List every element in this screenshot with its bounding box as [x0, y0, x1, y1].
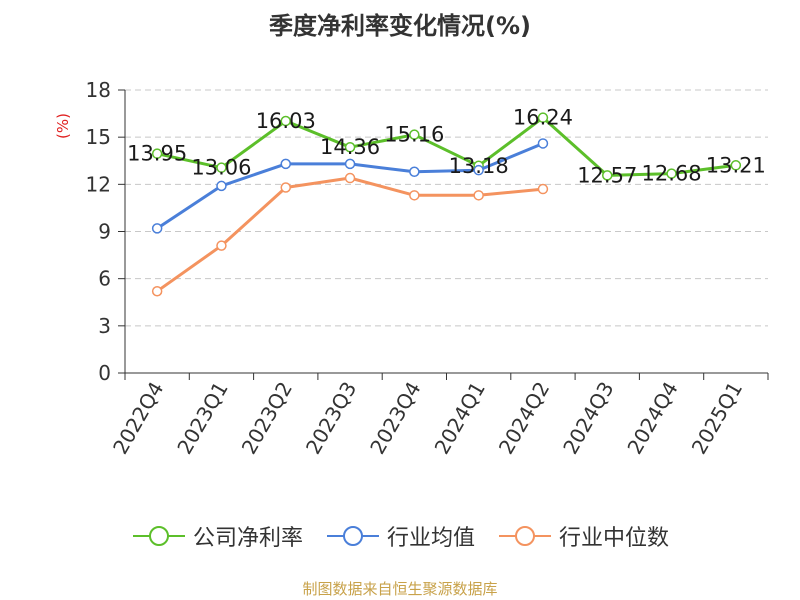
x-tick-label: 2024Q2: [494, 378, 554, 459]
data-point: [280, 115, 291, 127]
data-point: [473, 190, 484, 201]
data-label: 12.57: [577, 163, 637, 187]
y-tick-label: 9: [98, 220, 111, 244]
gridlines: [125, 89, 768, 327]
legend-swatch: [326, 526, 379, 546]
data-point: [730, 160, 742, 171]
legend: 公司净利率 行业均值 行业中位数: [0, 520, 800, 552]
series-line: [156, 176, 544, 293]
data-label: 12.68: [641, 162, 701, 186]
x-tick-label: 2024Q4: [622, 378, 682, 459]
y-axis-label: (%): [54, 113, 72, 139]
y-tick-label: 3: [98, 314, 111, 338]
y-tick-label: 6: [98, 267, 111, 291]
legend-swatch: [499, 526, 551, 546]
legend-swatch: [132, 526, 185, 546]
legend-label: 行业均值: [386, 526, 475, 551]
data-point: [216, 180, 227, 192]
data-point: [151, 223, 163, 234]
data-point: [473, 164, 484, 176]
data-point: [537, 112, 549, 123]
x-tick-label: 2023Q1: [172, 378, 232, 459]
y-tick-label: 15: [86, 125, 111, 149]
data-label: 13.18: [449, 154, 509, 178]
legend-item: 行业均值: [325, 520, 475, 552]
x-tick-label: 2022Q4: [108, 378, 168, 459]
x-tick-label: 2025Q1: [687, 378, 747, 459]
data-label: 14.36: [320, 135, 380, 159]
data-point: [409, 166, 420, 178]
y-tick-label: 12: [86, 172, 111, 196]
x-tick-label: 2023Q2: [237, 378, 297, 459]
data-point: [409, 190, 420, 201]
series: [151, 112, 742, 297]
x-tick-label: 2023Q4: [365, 378, 425, 459]
y-tick-label: 18: [86, 78, 111, 102]
data-point: [216, 240, 227, 251]
data-label: 13.06: [191, 156, 251, 180]
legend-item: 行业中位数: [497, 520, 669, 552]
data-point: [344, 158, 356, 170]
data-point: [280, 158, 291, 170]
source-note: 制图数据来自恒生聚源数据库: [302, 580, 498, 598]
x-tick-label: 2024Q1: [430, 378, 490, 459]
data-point: [537, 183, 549, 195]
series-line: [156, 116, 737, 177]
data-label: 13.95: [127, 142, 187, 166]
data-label: 16.24: [513, 106, 573, 130]
x-tick-label: 2024Q3: [558, 378, 618, 459]
data-point: [151, 285, 163, 297]
y-tick-label: 0: [98, 361, 111, 385]
data-point: [409, 129, 420, 140]
chart-title: 季度净利率变化情况(%): [269, 12, 531, 40]
data-point: [344, 172, 356, 184]
data-point: [151, 148, 163, 159]
data-label: 16.03: [256, 109, 316, 133]
data-point: [602, 170, 613, 181]
data-label: 13.21: [706, 153, 766, 177]
data-point: [216, 162, 227, 173]
data-point: [280, 182, 291, 193]
legend-item: 公司净利率: [131, 520, 303, 552]
data-point: [344, 141, 356, 153]
data-point: [666, 168, 677, 179]
x-tick-label: 2023Q3: [301, 378, 361, 459]
data-point: [537, 138, 549, 149]
legend-label: 行业中位数: [559, 526, 670, 551]
legend-label: 公司净利率: [192, 526, 303, 551]
data-label: 15.16: [384, 123, 444, 147]
